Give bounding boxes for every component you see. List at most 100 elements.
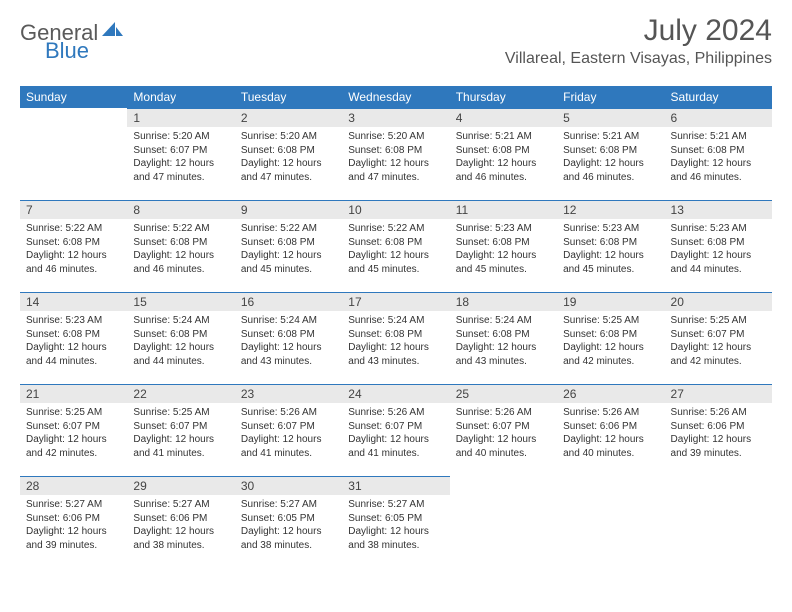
day-number: 1 [127, 108, 234, 127]
daylight-line-2: and 44 minutes. [671, 263, 766, 277]
sunrise-line: Sunrise: 5:27 AM [26, 498, 121, 512]
sunset-line: Sunset: 6:06 PM [671, 420, 766, 434]
sunset-line: Sunset: 6:07 PM [671, 328, 766, 342]
calendar-week-row: 14Sunrise: 5:23 AMSunset: 6:08 PMDayligh… [20, 292, 772, 384]
sunrise-line: Sunrise: 5:25 AM [671, 314, 766, 328]
day-number: 23 [235, 384, 342, 403]
calendar-day-cell: 30Sunrise: 5:27 AMSunset: 6:05 PMDayligh… [235, 476, 342, 568]
calendar-day-cell: 7Sunrise: 5:22 AMSunset: 6:08 PMDaylight… [20, 200, 127, 292]
sunset-line: Sunset: 6:05 PM [241, 512, 336, 526]
sunrise-line: Sunrise: 5:23 AM [26, 314, 121, 328]
calendar-table: SundayMondayTuesdayWednesdayThursdayFrid… [20, 86, 772, 568]
sunset-line: Sunset: 6:08 PM [348, 236, 443, 250]
daylight-line-1: Daylight: 12 hours [241, 433, 336, 447]
day-details: Sunrise: 5:27 AMSunset: 6:05 PMDaylight:… [235, 495, 342, 556]
daylight-line-1: Daylight: 12 hours [241, 525, 336, 539]
daylight-line-1: Daylight: 12 hours [563, 249, 658, 263]
daylight-line-1: Daylight: 12 hours [348, 249, 443, 263]
sunset-line: Sunset: 6:08 PM [241, 236, 336, 250]
day-details: Sunrise: 5:21 AMSunset: 6:08 PMDaylight:… [665, 127, 772, 188]
sunset-line: Sunset: 6:08 PM [241, 328, 336, 342]
day-number: 5 [557, 108, 664, 127]
daylight-line-1: Daylight: 12 hours [348, 341, 443, 355]
sunset-line: Sunset: 6:05 PM [348, 512, 443, 526]
sunset-line: Sunset: 6:08 PM [348, 328, 443, 342]
daylight-line-2: and 38 minutes. [133, 539, 228, 553]
day-number: 18 [450, 292, 557, 311]
day-number: 29 [127, 476, 234, 495]
sunset-line: Sunset: 6:08 PM [671, 236, 766, 250]
calendar-day-cell: 20Sunrise: 5:25 AMSunset: 6:07 PMDayligh… [665, 292, 772, 384]
calendar-day-cell [20, 108, 127, 200]
day-number: 31 [342, 476, 449, 495]
day-number: 26 [557, 384, 664, 403]
daylight-line-1: Daylight: 12 hours [26, 525, 121, 539]
daylight-line-2: and 40 minutes. [456, 447, 551, 461]
calendar-day-cell: 12Sunrise: 5:23 AMSunset: 6:08 PMDayligh… [557, 200, 664, 292]
daylight-line-1: Daylight: 12 hours [671, 157, 766, 171]
sunrise-line: Sunrise: 5:27 AM [348, 498, 443, 512]
sunrise-line: Sunrise: 5:26 AM [671, 406, 766, 420]
sunset-line: Sunset: 6:07 PM [133, 144, 228, 158]
sunset-line: Sunset: 6:06 PM [133, 512, 228, 526]
daylight-line-1: Daylight: 12 hours [241, 341, 336, 355]
day-number: 20 [665, 292, 772, 311]
calendar-day-cell: 25Sunrise: 5:26 AMSunset: 6:07 PMDayligh… [450, 384, 557, 476]
sunrise-line: Sunrise: 5:24 AM [133, 314, 228, 328]
daylight-line-2: and 42 minutes. [563, 355, 658, 369]
day-details: Sunrise: 5:27 AMSunset: 6:06 PMDaylight:… [127, 495, 234, 556]
day-number: 9 [235, 200, 342, 219]
sunrise-line: Sunrise: 5:21 AM [456, 130, 551, 144]
daylight-line-2: and 47 minutes. [241, 171, 336, 185]
daylight-line-1: Daylight: 12 hours [563, 433, 658, 447]
day-details: Sunrise: 5:21 AMSunset: 6:08 PMDaylight:… [557, 127, 664, 188]
calendar-day-cell: 13Sunrise: 5:23 AMSunset: 6:08 PMDayligh… [665, 200, 772, 292]
logo-sail-icon [102, 20, 124, 43]
day-number: 7 [20, 200, 127, 219]
weekday-header: Wednesday [342, 86, 449, 108]
day-number: 19 [557, 292, 664, 311]
daylight-line-1: Daylight: 12 hours [348, 433, 443, 447]
daylight-line-2: and 40 minutes. [563, 447, 658, 461]
day-number: 22 [127, 384, 234, 403]
daylight-line-2: and 44 minutes. [133, 355, 228, 369]
day-number: 16 [235, 292, 342, 311]
daylight-line-1: Daylight: 12 hours [26, 341, 121, 355]
calendar-day-cell: 3Sunrise: 5:20 AMSunset: 6:08 PMDaylight… [342, 108, 449, 200]
daylight-line-1: Daylight: 12 hours [671, 341, 766, 355]
daylight-line-1: Daylight: 12 hours [456, 157, 551, 171]
sunset-line: Sunset: 6:07 PM [348, 420, 443, 434]
weekday-header: Sunday [20, 86, 127, 108]
calendar-week-row: 1Sunrise: 5:20 AMSunset: 6:07 PMDaylight… [20, 108, 772, 200]
calendar-day-cell: 9 Sunrise: 5:22 AMSunset: 6:08 PMDaylight… [235, 200, 342, 292]
sunrise-line: Sunrise: 5:24 AM [456, 314, 551, 328]
daylight-line-1: Daylight: 12 hours [241, 249, 336, 263]
sunrise-line: Sunrise: 5:20 AM [241, 130, 336, 144]
calendar-week-row: 7Sunrise: 5:22 AMSunset: 6:08 PMDaylight… [20, 200, 772, 292]
day-details: Sunrise: 5:25 AMSunset: 6:07 PMDaylight:… [665, 311, 772, 372]
daylight-line-2: and 46 minutes. [563, 171, 658, 185]
day-number: 10 [342, 200, 449, 219]
daylight-line-1: Daylight: 12 hours [348, 157, 443, 171]
daylight-line-1: Daylight: 12 hours [456, 433, 551, 447]
daylight-line-2: and 44 minutes. [26, 355, 121, 369]
day-details: Sunrise: 5:20 AMSunset: 6:07 PMDaylight:… [127, 127, 234, 188]
calendar-day-cell: 2Sunrise: 5:20 AMSunset: 6:08 PMDaylight… [235, 108, 342, 200]
sunset-line: Sunset: 6:08 PM [456, 236, 551, 250]
calendar-day-cell: 10Sunrise: 5:22 AMSunset: 6:08 PMDayligh… [342, 200, 449, 292]
sunrise-line: Sunrise: 5:24 AM [348, 314, 443, 328]
sunset-line: Sunset: 6:08 PM [133, 328, 228, 342]
sunset-line: Sunset: 6:08 PM [456, 144, 551, 158]
weekday-header: Friday [557, 86, 664, 108]
daylight-line-2: and 43 minutes. [456, 355, 551, 369]
day-details: Sunrise: 5:23 AMSunset: 6:08 PMDaylight:… [450, 219, 557, 280]
weekday-header: Monday [127, 86, 234, 108]
sunrise-line: Sunrise: 5:21 AM [671, 130, 766, 144]
day-details: Sunrise: 5:24 AMSunset: 6:08 PMDaylight:… [342, 311, 449, 372]
daylight-line-1: Daylight: 12 hours [348, 525, 443, 539]
daylight-line-2: and 39 minutes. [671, 447, 766, 461]
day-number: 6 [665, 108, 772, 127]
daylight-line-2: and 43 minutes. [348, 355, 443, 369]
sunrise-line: Sunrise: 5:22 AM [241, 222, 336, 236]
day-details: Sunrise: 5:25 AMSunset: 6:08 PMDaylight:… [557, 311, 664, 372]
